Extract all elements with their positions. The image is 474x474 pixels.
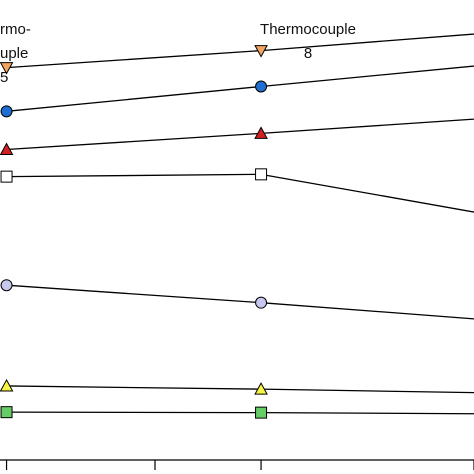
- marker-s2-p0: [0, 142, 14, 155]
- series-layer: [6, 33, 474, 415]
- series-line-2: [6, 118, 474, 151]
- series-line-1: [6, 65, 474, 112]
- marker-layer: [0, 45, 268, 419]
- marker-s1-p1: [255, 80, 268, 93]
- marker-s1-p0: [0, 105, 13, 118]
- marker-s5-p0: [0, 378, 14, 392]
- annotation-left-number: 5: [0, 69, 8, 86]
- x-axis: [0, 459, 474, 470]
- annotation-mid-line1: Thermocouple: [260, 21, 356, 38]
- marker-s3-p1: [255, 168, 268, 181]
- marker-s5-p1: [254, 382, 268, 395]
- marker-s2-p1: [254, 126, 268, 139]
- annotations: rmo- uple 5 Thermocouple 8: [0, 21, 356, 86]
- series-line-6: [6, 411, 474, 415]
- annotation-left-line1: rmo-: [0, 21, 31, 38]
- annotation-left-line2: uple: [0, 45, 28, 62]
- series-line-3: [6, 173, 474, 213]
- marker-s4-p0: [0, 279, 13, 292]
- marker-s0-p1: [254, 45, 268, 58]
- annotation-mid-number: 8: [304, 45, 312, 62]
- marker-s6-p1: [255, 406, 268, 419]
- marker-s3-p0: [0, 170, 13, 183]
- marker-s6-p0: [0, 406, 13, 419]
- series-line-5: [6, 385, 474, 394]
- marker-s0-p0: [0, 62, 14, 75]
- series-line-0: [6, 33, 474, 69]
- series-line-4: [6, 284, 474, 320]
- marker-s4-p1: [255, 296, 268, 309]
